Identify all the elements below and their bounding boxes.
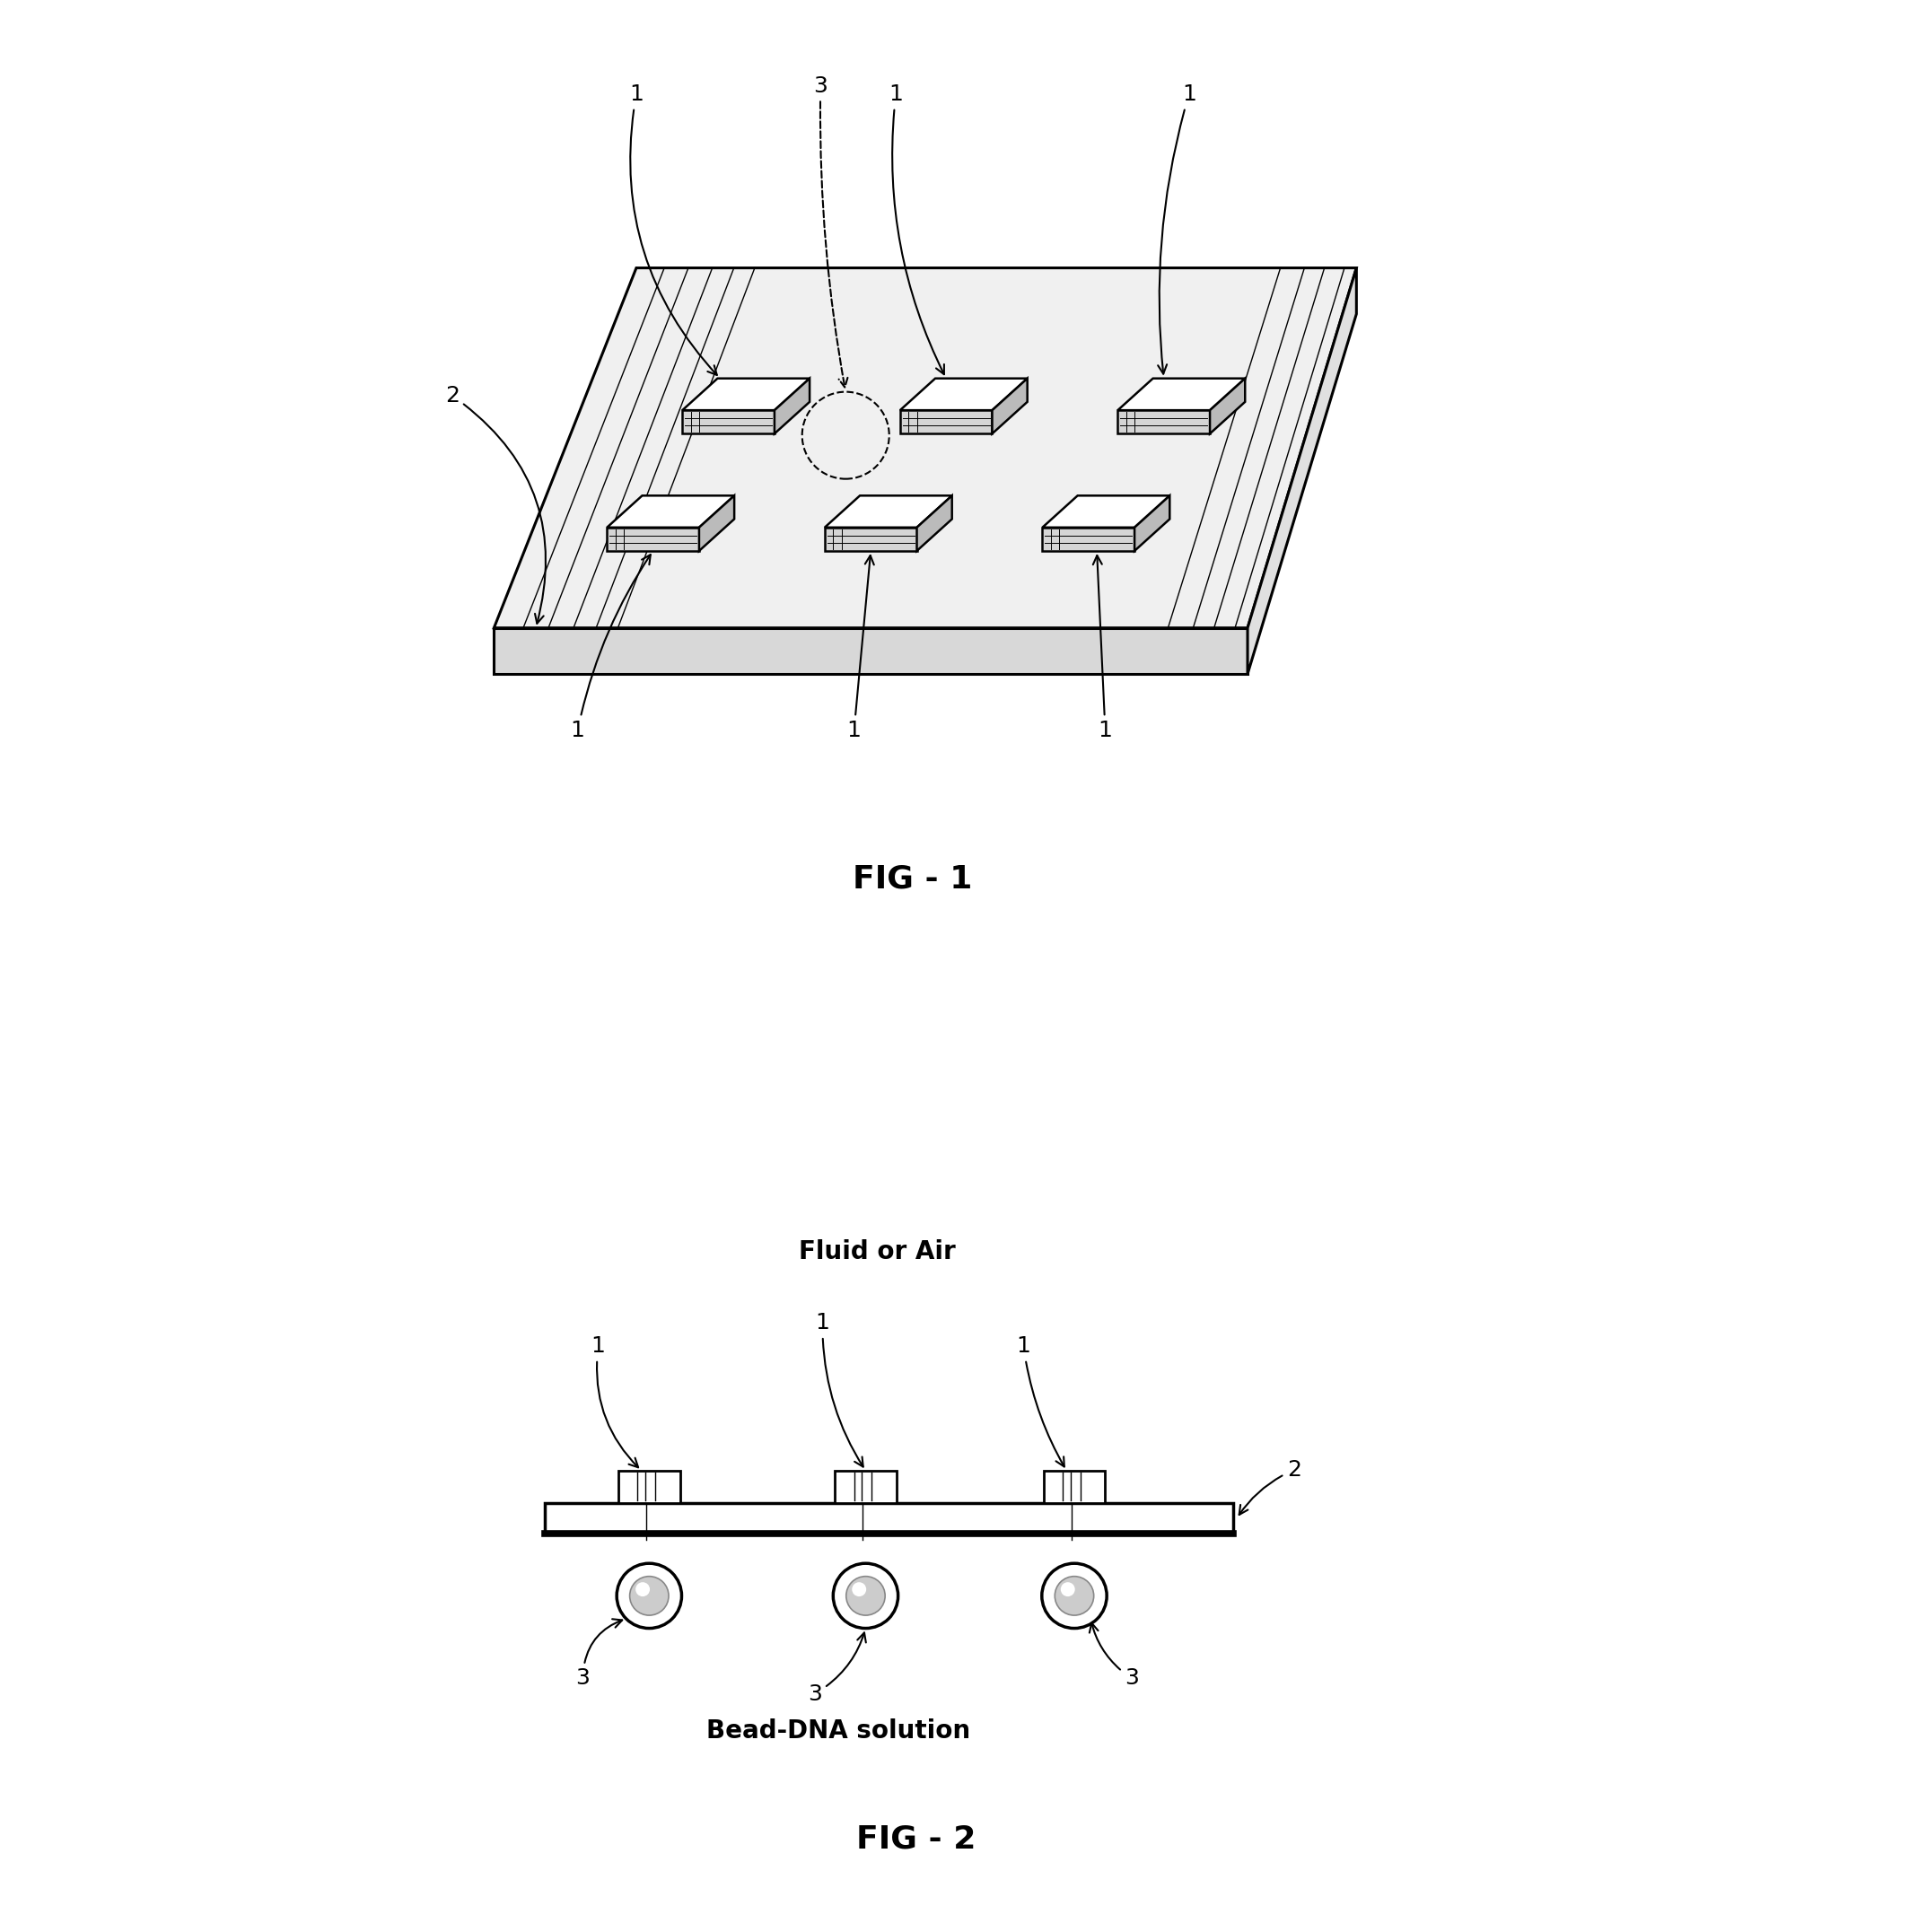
Polygon shape [899, 379, 1027, 410]
Circle shape [846, 1577, 886, 1615]
Polygon shape [1119, 410, 1210, 433]
Text: Fluid or Air: Fluid or Air [798, 1238, 956, 1265]
Text: 3: 3 [813, 75, 848, 386]
Circle shape [1042, 1563, 1107, 1629]
Circle shape [630, 1577, 668, 1615]
Polygon shape [1044, 1470, 1105, 1503]
Text: FIG - 1: FIG - 1 [853, 864, 972, 895]
Text: 3: 3 [808, 1633, 867, 1704]
Polygon shape [1119, 379, 1245, 410]
Text: 2: 2 [445, 384, 546, 624]
Circle shape [1061, 1582, 1075, 1596]
Text: 1: 1 [592, 1335, 638, 1468]
Polygon shape [899, 410, 993, 433]
Text: 1: 1 [890, 83, 945, 375]
Text: 2: 2 [1239, 1459, 1302, 1515]
Text: 1: 1 [815, 1312, 863, 1466]
Circle shape [851, 1582, 867, 1596]
Text: 1: 1 [1159, 83, 1197, 375]
Polygon shape [825, 527, 916, 551]
Polygon shape [682, 410, 775, 433]
Polygon shape [916, 497, 953, 551]
Text: 1: 1 [848, 554, 874, 742]
Polygon shape [607, 497, 735, 527]
Polygon shape [834, 1470, 897, 1503]
Polygon shape [993, 379, 1027, 433]
Text: FIG - 2: FIG - 2 [855, 1824, 975, 1855]
Text: 1: 1 [1016, 1335, 1065, 1466]
Polygon shape [1134, 497, 1170, 551]
Text: 1: 1 [1094, 556, 1113, 742]
Polygon shape [607, 527, 699, 551]
Polygon shape [1248, 269, 1357, 674]
Text: 1: 1 [630, 83, 718, 375]
Polygon shape [1210, 379, 1245, 433]
Polygon shape [682, 379, 809, 410]
Polygon shape [619, 1470, 680, 1503]
Circle shape [636, 1582, 649, 1596]
Polygon shape [1042, 527, 1134, 551]
Polygon shape [494, 269, 1357, 628]
Polygon shape [775, 379, 809, 433]
Polygon shape [1042, 497, 1170, 527]
Polygon shape [544, 1503, 1233, 1534]
Polygon shape [494, 628, 1248, 674]
Text: 1: 1 [571, 554, 651, 742]
Text: Bead-DNA solution: Bead-DNA solution [706, 1718, 970, 1745]
Circle shape [617, 1563, 682, 1629]
Circle shape [1056, 1577, 1094, 1615]
Polygon shape [699, 497, 735, 551]
Text: 3: 3 [577, 1619, 622, 1689]
Text: 3: 3 [1090, 1623, 1140, 1689]
Polygon shape [825, 497, 953, 527]
Circle shape [832, 1563, 897, 1629]
